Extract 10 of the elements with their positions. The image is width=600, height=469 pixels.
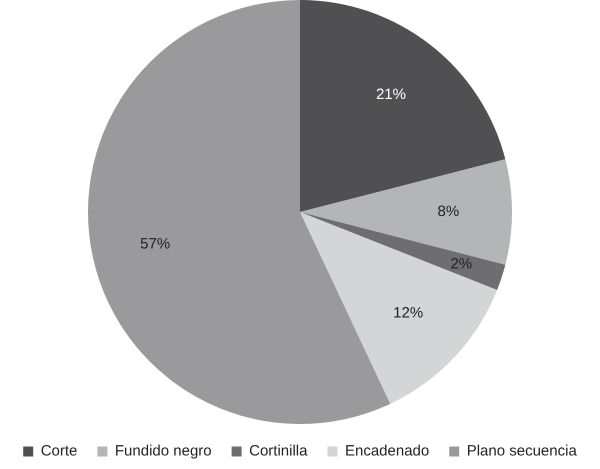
data-label: 2%: [450, 256, 472, 273]
data-label: 21%: [376, 86, 406, 103]
data-label: 57%: [140, 236, 170, 253]
data-label: 12%: [393, 304, 424, 322]
legend-label: Encadenado: [344, 442, 430, 460]
data-label: 8%: [438, 203, 460, 220]
legend-label: Cortinilla: [249, 442, 308, 460]
legend-label: Fundido negro: [114, 442, 212, 460]
legend-label: Plano secuencia: [466, 442, 578, 460]
legend-label: Corte: [40, 442, 78, 460]
